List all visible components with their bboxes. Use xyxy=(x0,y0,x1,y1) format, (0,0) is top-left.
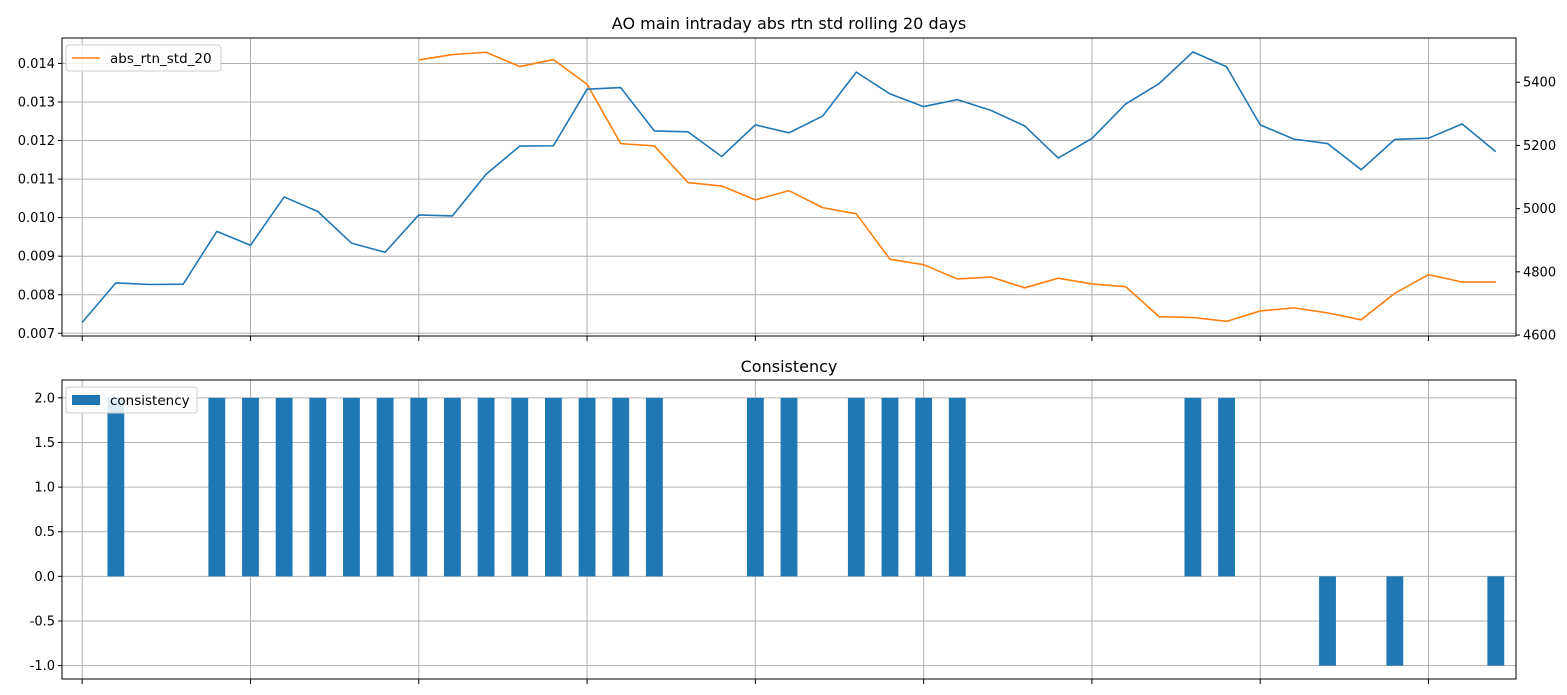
consistency-bar xyxy=(275,397,293,577)
consistency-bar xyxy=(1386,576,1404,666)
top-y-tick-label: 0.007 xyxy=(18,327,55,342)
consistency-bar xyxy=(1218,397,1235,577)
bottom-y-tick-label: 2.0 xyxy=(34,391,55,406)
bottom-y-tick-label: -0.5 xyxy=(30,614,55,629)
bottom-y-tick-label: 1.5 xyxy=(34,436,55,451)
bottom-y-tick-label: 1.0 xyxy=(34,481,55,496)
bottom-plot-frame xyxy=(61,379,1517,680)
consistency-bar xyxy=(915,397,933,577)
top-legend-box xyxy=(65,44,222,72)
top-plot-frame xyxy=(61,37,1517,337)
top-y2-tick-label: 5000 xyxy=(1523,202,1556,217)
top-legend: abs_rtn_std_20 xyxy=(65,44,222,72)
chart-title-top: AO main intraday abs rtn std rolling 20 … xyxy=(612,14,966,33)
top-y-tick-label: 0.013 xyxy=(18,95,55,110)
consistency-bar xyxy=(612,397,630,577)
top-left-axis: 0.007 0.008 0.009 0.010 0.011 0.012 0.013 0.014 xyxy=(18,57,62,342)
consistency-bar xyxy=(847,397,865,577)
bottom-legend-box xyxy=(65,386,198,414)
consistency-bar xyxy=(1184,397,1202,577)
bottom-bars xyxy=(107,397,1505,666)
top-y2-tick-label: 5400 xyxy=(1523,76,1556,91)
consistency-bar xyxy=(208,397,226,577)
bottom-y-axis: -1.0 -0.5 0.0 0.5 1.0 1.5 2.0 xyxy=(30,391,62,674)
bottom-y-tick-label: -1.0 xyxy=(30,659,55,674)
top-gridlines xyxy=(62,38,1516,336)
consistency-bar xyxy=(343,397,360,577)
consistency-bar xyxy=(948,397,966,577)
top-y-tick-label: 0.009 xyxy=(18,250,55,265)
consistency-bar xyxy=(746,397,764,577)
top-y-tick-label: 0.014 xyxy=(18,57,55,72)
top-y2-tick-label: 4800 xyxy=(1523,265,1556,280)
consistency-bar xyxy=(881,397,899,577)
top-y-tick-label: 0.011 xyxy=(18,173,55,188)
top-right-axis: 4600 4800 5000 5200 5400 xyxy=(1516,76,1556,344)
consistency-bar xyxy=(1319,576,1336,666)
bottom-x-axis xyxy=(81,679,1429,684)
abs-rtn-std-line xyxy=(418,51,1496,323)
consistency-bar xyxy=(242,397,259,577)
consistency-bar xyxy=(645,397,663,577)
top-series xyxy=(81,51,1497,323)
consistency-bar xyxy=(309,397,327,577)
top-y-tick-label: 0.010 xyxy=(18,211,55,226)
consistency-bar xyxy=(511,397,529,577)
consistency-bar xyxy=(780,397,798,577)
top-y-tick-label: 0.008 xyxy=(18,288,55,303)
bottom-legend-swatch xyxy=(72,395,100,405)
consistency-bar xyxy=(376,397,394,577)
price-line xyxy=(81,51,1497,323)
chart-title-bottom: Consistency xyxy=(741,357,838,376)
consistency-bar xyxy=(444,397,461,577)
consistency-bar xyxy=(544,397,562,577)
top-y2-tick-label: 5200 xyxy=(1523,139,1556,154)
bottom-legend: consistency xyxy=(65,386,198,414)
consistency-bar xyxy=(410,397,428,577)
consistency-bar xyxy=(107,397,125,577)
bottom-y-tick-label: 0.0 xyxy=(34,570,55,585)
consistency-bar xyxy=(578,397,596,577)
top-y2-tick-label: 4600 xyxy=(1523,329,1556,344)
consistency-bar xyxy=(1487,576,1505,666)
bottom-y-tick-label: 0.5 xyxy=(34,525,55,540)
top-legend-label: abs_rtn_std_20 xyxy=(110,51,212,67)
consistency-bar xyxy=(477,397,495,577)
top-y-tick-label: 0.012 xyxy=(18,134,55,149)
bottom-legend-label: consistency xyxy=(110,393,190,409)
top-x-axis xyxy=(81,336,1429,341)
